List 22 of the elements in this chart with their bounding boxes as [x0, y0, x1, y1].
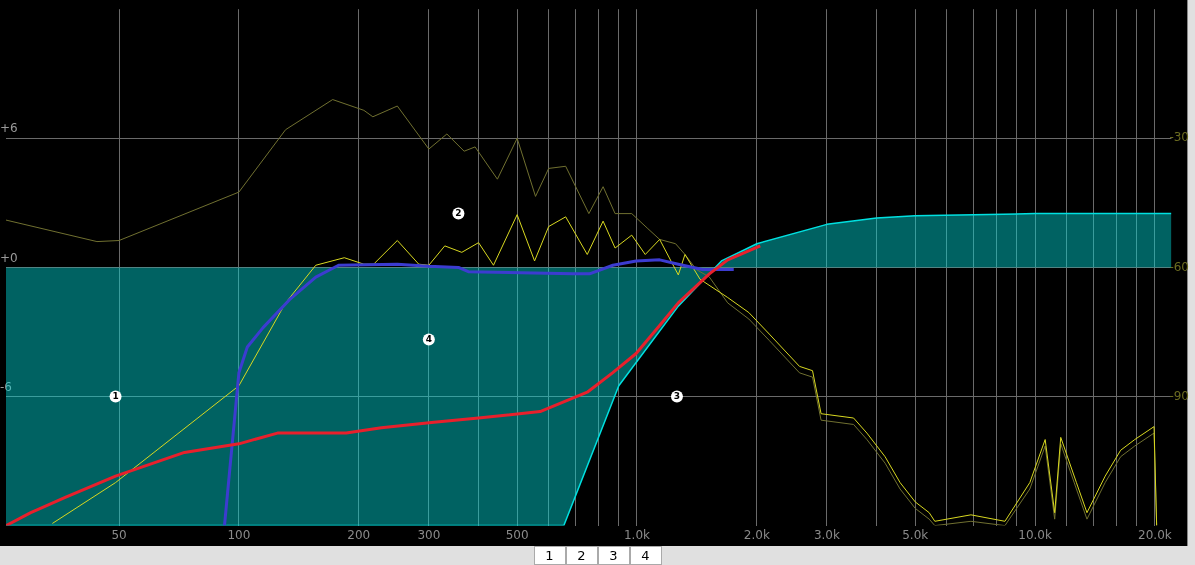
- x-tick-label: 300: [417, 527, 441, 542]
- x-tick-label: 2.0k: [743, 527, 770, 542]
- x-tick-label: 10.0k: [1018, 527, 1052, 542]
- x-tick-label: 1.0k: [623, 527, 651, 542]
- text: 3: [597, 546, 630, 565]
- x-tick-label: 5.0k: [902, 527, 929, 542]
- x-tick-label: 500: [505, 527, 529, 542]
- x-tick-label: 50: [111, 527, 127, 542]
- annotation: 3: [673, 391, 681, 402]
- y-tick-label: -6: [0, 379, 12, 394]
- text: 2: [565, 546, 598, 565]
- annotation: 2: [455, 208, 462, 219]
- x-tick-label: 200: [347, 527, 371, 542]
- annotation: 4: [425, 334, 432, 345]
- annotation: 1: [112, 391, 119, 402]
- y-tick-label: +6: [0, 121, 18, 136]
- x-tick-label: 100: [227, 527, 251, 542]
- x-tick-label: 20.0k: [1138, 527, 1172, 542]
- x-tick-label: 3.0k: [813, 527, 840, 542]
- text: 4: [629, 546, 662, 565]
- text: 1: [533, 546, 566, 565]
- y-tick-label: +0: [0, 250, 18, 265]
